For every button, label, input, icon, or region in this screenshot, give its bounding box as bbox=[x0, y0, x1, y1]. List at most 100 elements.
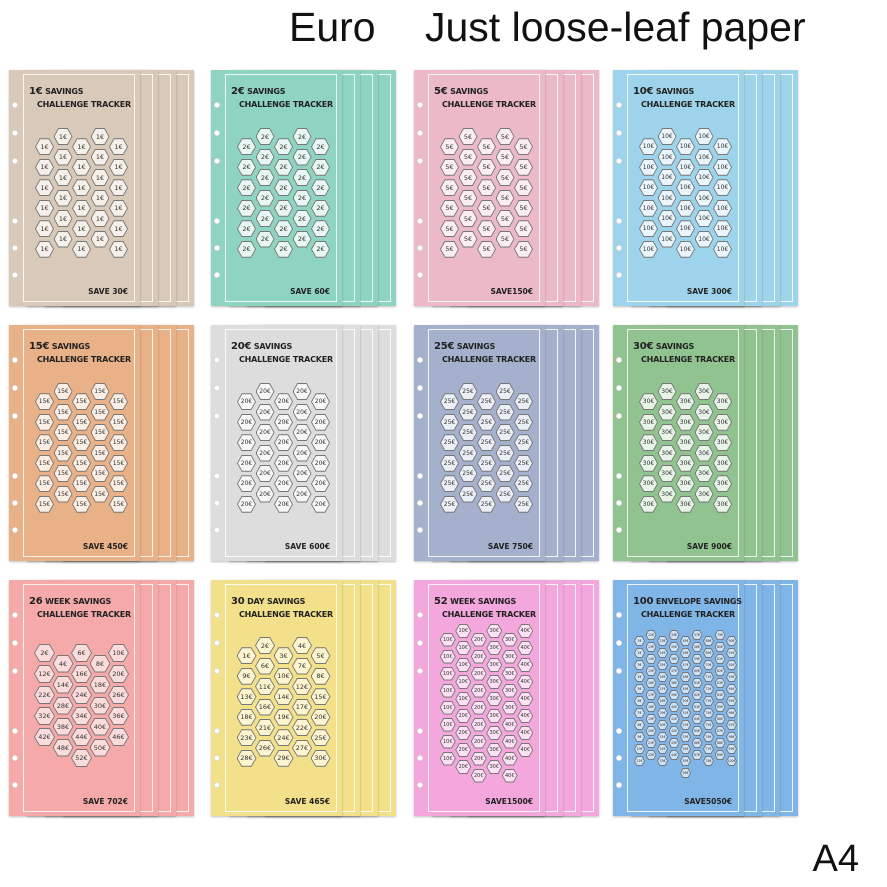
savings-cell[interactable]: 10€ bbox=[439, 683, 456, 698]
savings-cell[interactable]: 46€ bbox=[108, 728, 129, 746]
savings-cell[interactable]: 5€ bbox=[458, 169, 478, 186]
savings-cell[interactable]: 30€ bbox=[486, 709, 503, 723]
savings-cell[interactable]: 1€ bbox=[72, 240, 91, 258]
savings-cell[interactable]: 9€ bbox=[634, 732, 645, 742]
savings-cell[interactable]: 20€ bbox=[274, 413, 293, 431]
savings-cell[interactable]: 25€ bbox=[514, 393, 533, 411]
savings-cell[interactable]: 30€ bbox=[694, 424, 714, 441]
savings-cell[interactable]: 30€ bbox=[694, 403, 714, 421]
savings-cell[interactable]: 5€ bbox=[477, 158, 496, 176]
savings-cell[interactable]: 2€ bbox=[237, 158, 256, 176]
savings-cell[interactable]: 5€ bbox=[458, 189, 478, 207]
savings-cell[interactable]: 5€ bbox=[477, 138, 496, 156]
savings-cell[interactable]: 30€ bbox=[694, 485, 714, 503]
savings-cell[interactable]: 21€ bbox=[645, 738, 657, 748]
savings-cell[interactable]: 1€ bbox=[35, 240, 54, 258]
savings-cell[interactable]: 15€ bbox=[90, 444, 110, 462]
savings-cell[interactable]: 10€ bbox=[439, 751, 456, 766]
savings-cell[interactable]: 5€ bbox=[514, 158, 533, 176]
savings-cell[interactable]: 2€ bbox=[237, 240, 256, 258]
savings-cell[interactable]: 15€ bbox=[72, 495, 91, 513]
savings-cell[interactable]: 5€ bbox=[477, 240, 496, 258]
savings-cell[interactable]: 15€ bbox=[109, 413, 128, 431]
savings-cell[interactable]: 4€ bbox=[292, 637, 312, 654]
savings-cell[interactable]: 10€ bbox=[639, 158, 658, 176]
savings-cell[interactable]: 7€ bbox=[292, 657, 312, 675]
savings-cell[interactable]: 62€ bbox=[691, 690, 703, 700]
savings-cell[interactable]: 23€ bbox=[236, 729, 257, 747]
savings-cell[interactable]: 63€ bbox=[691, 702, 703, 712]
savings-cell[interactable]: 25€ bbox=[514, 475, 533, 493]
savings-cell[interactable]: 23€ bbox=[657, 636, 668, 646]
savings-cell[interactable]: 77€ bbox=[703, 744, 714, 754]
savings-cell[interactable]: 15€ bbox=[72, 454, 91, 472]
savings-cell[interactable]: 65€ bbox=[691, 726, 703, 736]
savings-cell[interactable]: 30€ bbox=[501, 700, 518, 715]
savings-cell[interactable]: 2€ bbox=[255, 189, 275, 207]
savings-cell[interactable]: 25€ bbox=[458, 403, 478, 421]
savings-cell[interactable]: 25€ bbox=[477, 454, 496, 472]
savings-cell[interactable]: 45€ bbox=[680, 636, 691, 646]
savings-cell[interactable]: 10€ bbox=[273, 667, 294, 685]
savings-cell[interactable]: 30€ bbox=[676, 393, 695, 411]
savings-cell[interactable]: 20€ bbox=[311, 393, 330, 411]
savings-cell[interactable]: 30€ bbox=[676, 495, 695, 513]
savings-cell[interactable]: 64€ bbox=[691, 714, 703, 724]
savings-cell[interactable]: 15€ bbox=[53, 465, 73, 482]
savings-cell[interactable]: 25€ bbox=[477, 495, 496, 513]
savings-cell[interactable]: 30€ bbox=[486, 624, 503, 638]
savings-cell[interactable]: 18€ bbox=[236, 708, 257, 726]
savings-cell[interactable]: 1€ bbox=[35, 220, 54, 238]
savings-cell[interactable]: 25€ bbox=[440, 495, 459, 513]
savings-cell[interactable]: 10€ bbox=[676, 138, 695, 156]
savings-cell[interactable]: 68€ bbox=[703, 636, 714, 646]
savings-cell[interactable]: 2€ bbox=[255, 148, 275, 166]
savings-cell[interactable]: 60€ bbox=[691, 666, 703, 676]
savings-cell[interactable]: 91€ bbox=[726, 648, 737, 658]
savings-cell[interactable]: 29€ bbox=[273, 749, 294, 767]
savings-cell[interactable]: 34€ bbox=[668, 630, 680, 640]
savings-cell[interactable]: 56€ bbox=[680, 768, 691, 778]
savings-cell[interactable]: 20€ bbox=[255, 383, 275, 400]
savings-cell[interactable]: 25€ bbox=[440, 393, 459, 411]
savings-cell[interactable]: 2€ bbox=[311, 199, 330, 217]
savings-cell[interactable]: 15€ bbox=[109, 495, 128, 513]
savings-cell[interactable]: 2€ bbox=[255, 169, 275, 186]
savings-cell[interactable]: 1€ bbox=[72, 220, 91, 238]
savings-cell[interactable]: 88€ bbox=[714, 738, 726, 748]
savings-cell[interactable]: 2€ bbox=[274, 138, 293, 156]
savings-cell[interactable]: 20€ bbox=[237, 413, 256, 431]
savings-cell[interactable]: 5€ bbox=[514, 240, 533, 258]
savings-cell[interactable]: 15€ bbox=[90, 485, 110, 503]
savings-cell[interactable]: 13€ bbox=[645, 642, 657, 652]
savings-cell[interactable]: 1€ bbox=[53, 169, 73, 186]
savings-cell[interactable]: 2€ bbox=[255, 230, 275, 248]
savings-cell[interactable]: 5€ bbox=[440, 158, 459, 176]
savings-cell[interactable]: 10€ bbox=[694, 128, 714, 145]
savings-cell[interactable]: 20€ bbox=[645, 726, 657, 736]
savings-cell[interactable]: 22€ bbox=[645, 750, 657, 760]
savings-cell[interactable]: 26€ bbox=[108, 686, 129, 704]
savings-cell[interactable]: 14€ bbox=[645, 654, 657, 664]
savings-cell[interactable]: 40€ bbox=[517, 675, 534, 689]
savings-cell[interactable]: 15€ bbox=[109, 393, 128, 411]
savings-cell[interactable]: 5€ bbox=[495, 230, 515, 248]
savings-cell[interactable]: 1€ bbox=[35, 179, 54, 197]
savings-cell[interactable]: 22€ bbox=[34, 686, 55, 704]
savings-cell[interactable]: 10€ bbox=[694, 148, 714, 166]
savings-cell[interactable]: 10€ bbox=[713, 158, 732, 176]
savings-cell[interactable]: 20€ bbox=[274, 454, 293, 472]
savings-cell[interactable]: 20€ bbox=[292, 424, 312, 441]
savings-cell[interactable]: 18€ bbox=[645, 702, 657, 712]
savings-cell[interactable]: 20€ bbox=[470, 649, 487, 664]
savings-cell[interactable]: 10€ bbox=[455, 658, 472, 672]
savings-cell[interactable]: 40€ bbox=[517, 743, 534, 757]
savings-cell[interactable]: 15€ bbox=[72, 475, 91, 493]
savings-cell[interactable]: 26€ bbox=[657, 672, 668, 682]
savings-cell[interactable]: 15€ bbox=[53, 444, 73, 462]
savings-cell[interactable]: 16€ bbox=[71, 665, 92, 683]
savings-cell[interactable]: 30€ bbox=[501, 683, 518, 698]
savings-cell[interactable]: 15€ bbox=[90, 465, 110, 482]
savings-cell[interactable]: 20€ bbox=[455, 726, 472, 740]
savings-cell[interactable]: 86€ bbox=[714, 714, 726, 724]
